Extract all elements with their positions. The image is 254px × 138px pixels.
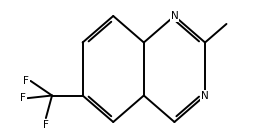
Text: N: N <box>201 91 209 100</box>
Text: F: F <box>20 93 26 103</box>
Text: F: F <box>43 120 49 130</box>
Text: N: N <box>170 11 178 21</box>
Text: F: F <box>23 76 29 86</box>
